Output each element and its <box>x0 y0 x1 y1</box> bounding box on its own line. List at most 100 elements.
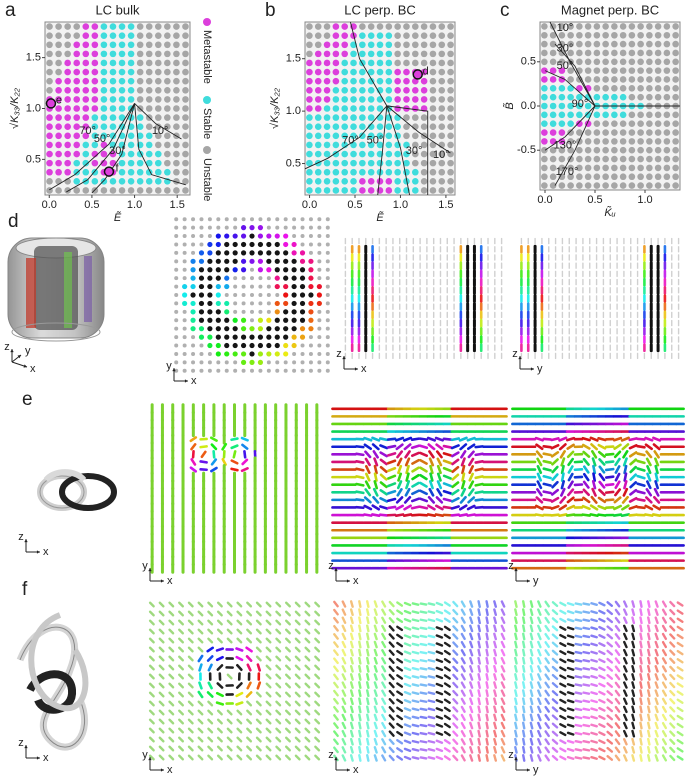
phase-dot <box>341 96 348 103</box>
phase-dot <box>394 160 401 167</box>
director-arrow <box>437 733 442 735</box>
director-arrow <box>663 747 666 752</box>
director-arrow <box>189 639 193 643</box>
director-arrow <box>179 738 183 742</box>
director-dot <box>191 344 195 348</box>
director-dot <box>292 217 296 221</box>
director-arrow <box>375 731 377 736</box>
director-arrow <box>217 649 223 651</box>
director-dot <box>301 226 305 230</box>
director-dot <box>275 259 280 264</box>
director-dot <box>275 343 280 348</box>
director-arrow <box>150 603 154 607</box>
director-arrow <box>343 723 345 728</box>
director-arrow <box>469 489 473 495</box>
phase-dot <box>403 23 410 30</box>
director-arrow <box>584 733 589 734</box>
director-arrow <box>364 515 371 516</box>
director-arrow <box>678 619 683 622</box>
director-arrow <box>599 700 604 702</box>
director-arrow <box>632 682 633 687</box>
director-dot <box>283 326 288 331</box>
axis-arrowhead <box>24 539 27 542</box>
phase-dot <box>333 41 340 48</box>
director-arrow <box>444 499 451 501</box>
phase-dot <box>73 187 80 194</box>
phase-dot <box>92 60 99 67</box>
phase-dot <box>655 112 662 119</box>
director-arrow <box>656 610 658 615</box>
director-arrow <box>538 715 540 720</box>
phase-dot <box>438 114 445 121</box>
director-arrow <box>546 602 549 607</box>
director-dot <box>224 284 229 289</box>
phase-dot <box>173 87 180 94</box>
phase-dot <box>672 182 679 189</box>
director-arrow <box>515 723 516 728</box>
director-arrow <box>429 733 434 734</box>
director-arrow <box>608 748 612 751</box>
director-arrow <box>616 459 620 465</box>
phase-dot <box>73 41 80 48</box>
director-arrow <box>359 601 360 606</box>
director-dot <box>199 360 203 364</box>
director-dot <box>308 318 313 323</box>
director-arrow <box>179 657 183 661</box>
director-arrow <box>568 717 573 719</box>
director-arrow <box>494 739 495 744</box>
phase-dot <box>594 41 601 48</box>
phase-dot <box>315 69 322 76</box>
director-arrow <box>632 642 633 647</box>
director-arrow <box>405 684 410 686</box>
axis-arrowhead <box>355 367 358 370</box>
phase-dot <box>403 87 410 94</box>
phase-dot <box>315 178 322 185</box>
director-dot <box>258 259 263 264</box>
director-arrow <box>453 683 457 687</box>
director-dot <box>258 351 263 356</box>
phase-dot <box>672 94 679 101</box>
director-arrow <box>436 506 442 509</box>
director-arrow <box>502 755 504 760</box>
phase-dot <box>637 67 644 74</box>
director-arrow <box>560 700 565 703</box>
director-arrow <box>247 621 251 625</box>
director-arrow <box>437 668 442 670</box>
director-arrow <box>624 747 626 752</box>
director-arrow <box>388 499 395 501</box>
director-arrow <box>232 446 238 448</box>
phase-dot <box>585 173 592 180</box>
director-arrow <box>343 674 345 679</box>
phase-dot <box>559 112 566 119</box>
director-arrow <box>286 711 290 715</box>
director-arrow <box>640 699 641 704</box>
director-arrow <box>429 725 434 726</box>
phase-dot <box>377 114 384 121</box>
phase-dot <box>110 69 117 76</box>
director-arrow <box>583 445 589 448</box>
director-arrow <box>382 642 385 647</box>
director-arrow <box>638 469 645 471</box>
phase-dot <box>350 151 357 158</box>
phase-dot <box>73 51 80 58</box>
phase-dot <box>672 156 679 163</box>
phase-dot <box>341 23 348 30</box>
director-dot <box>326 268 330 272</box>
phase-dot <box>55 169 62 176</box>
phase-dot <box>324 178 331 185</box>
director-arrow <box>228 747 232 751</box>
phase-dot <box>350 51 357 58</box>
phase-dot <box>394 96 401 103</box>
director-arrow <box>170 747 174 751</box>
phase-dot <box>594 50 601 57</box>
phase-dot <box>394 105 401 112</box>
director-arrow <box>640 755 641 760</box>
director-dot <box>284 369 288 373</box>
phase-dot <box>602 85 609 92</box>
director-arrow <box>397 659 402 662</box>
director-arrow <box>494 618 495 623</box>
director-arrow <box>428 438 435 440</box>
director-arrow <box>622 506 628 510</box>
director-arrow <box>663 715 666 720</box>
phase-dot <box>567 182 574 189</box>
